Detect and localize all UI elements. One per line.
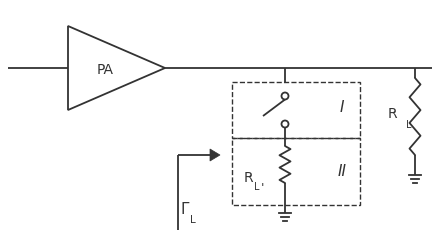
Bar	[232, 82, 360, 138]
Circle shape	[282, 121, 289, 127]
Text: R: R	[243, 171, 253, 185]
Text: L: L	[254, 182, 260, 192]
Text: II: II	[337, 164, 347, 179]
Text: ': '	[261, 182, 264, 195]
Polygon shape	[210, 149, 220, 161]
Text: I: I	[340, 100, 344, 115]
Text: L: L	[406, 120, 411, 129]
Text: R: R	[387, 107, 397, 122]
Bar	[232, 138, 360, 205]
Text: PA: PA	[96, 63, 114, 77]
Circle shape	[282, 93, 289, 99]
Text: L: L	[190, 215, 196, 225]
Text: Γ: Γ	[180, 203, 188, 217]
